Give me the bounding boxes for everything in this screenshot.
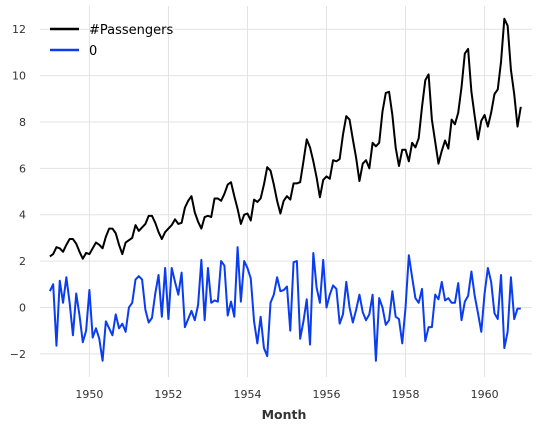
x-tick-label: 1952 <box>154 388 182 401</box>
series-lines <box>48 17 522 362</box>
x-tick-label: 1950 <box>75 388 103 401</box>
legend: #Passengers 0 <box>50 23 173 59</box>
legend-label: #Passengers <box>89 23 173 38</box>
y-tick-label: 12 <box>12 23 26 36</box>
x-tick-label: 1958 <box>392 388 420 401</box>
y-tick-label: 10 <box>12 70 26 83</box>
x-tick-label: 1954 <box>233 388 261 401</box>
x-tick-label: 1960 <box>471 388 499 401</box>
x-tick-label: 1956 <box>313 388 341 401</box>
y-tick-label: 6 <box>19 162 26 175</box>
y-tick-label: 0 <box>19 301 26 314</box>
series-line-zero <box>48 246 521 362</box>
series-line-passengers <box>49 17 522 260</box>
x-axis-ticks: 1950 1952 1954 1956 1958 1960 <box>75 388 498 401</box>
grid <box>40 6 532 377</box>
x-axis-label: Month <box>262 407 307 422</box>
legend-label: 0 <box>89 44 97 59</box>
y-tick-label: −2 <box>10 348 26 361</box>
y-axis-ticks: −2 0 2 4 6 8 10 12 <box>10 23 26 361</box>
y-tick-label: 2 <box>19 255 26 268</box>
y-tick-label: 8 <box>19 116 26 129</box>
y-tick-label: 4 <box>19 209 26 222</box>
